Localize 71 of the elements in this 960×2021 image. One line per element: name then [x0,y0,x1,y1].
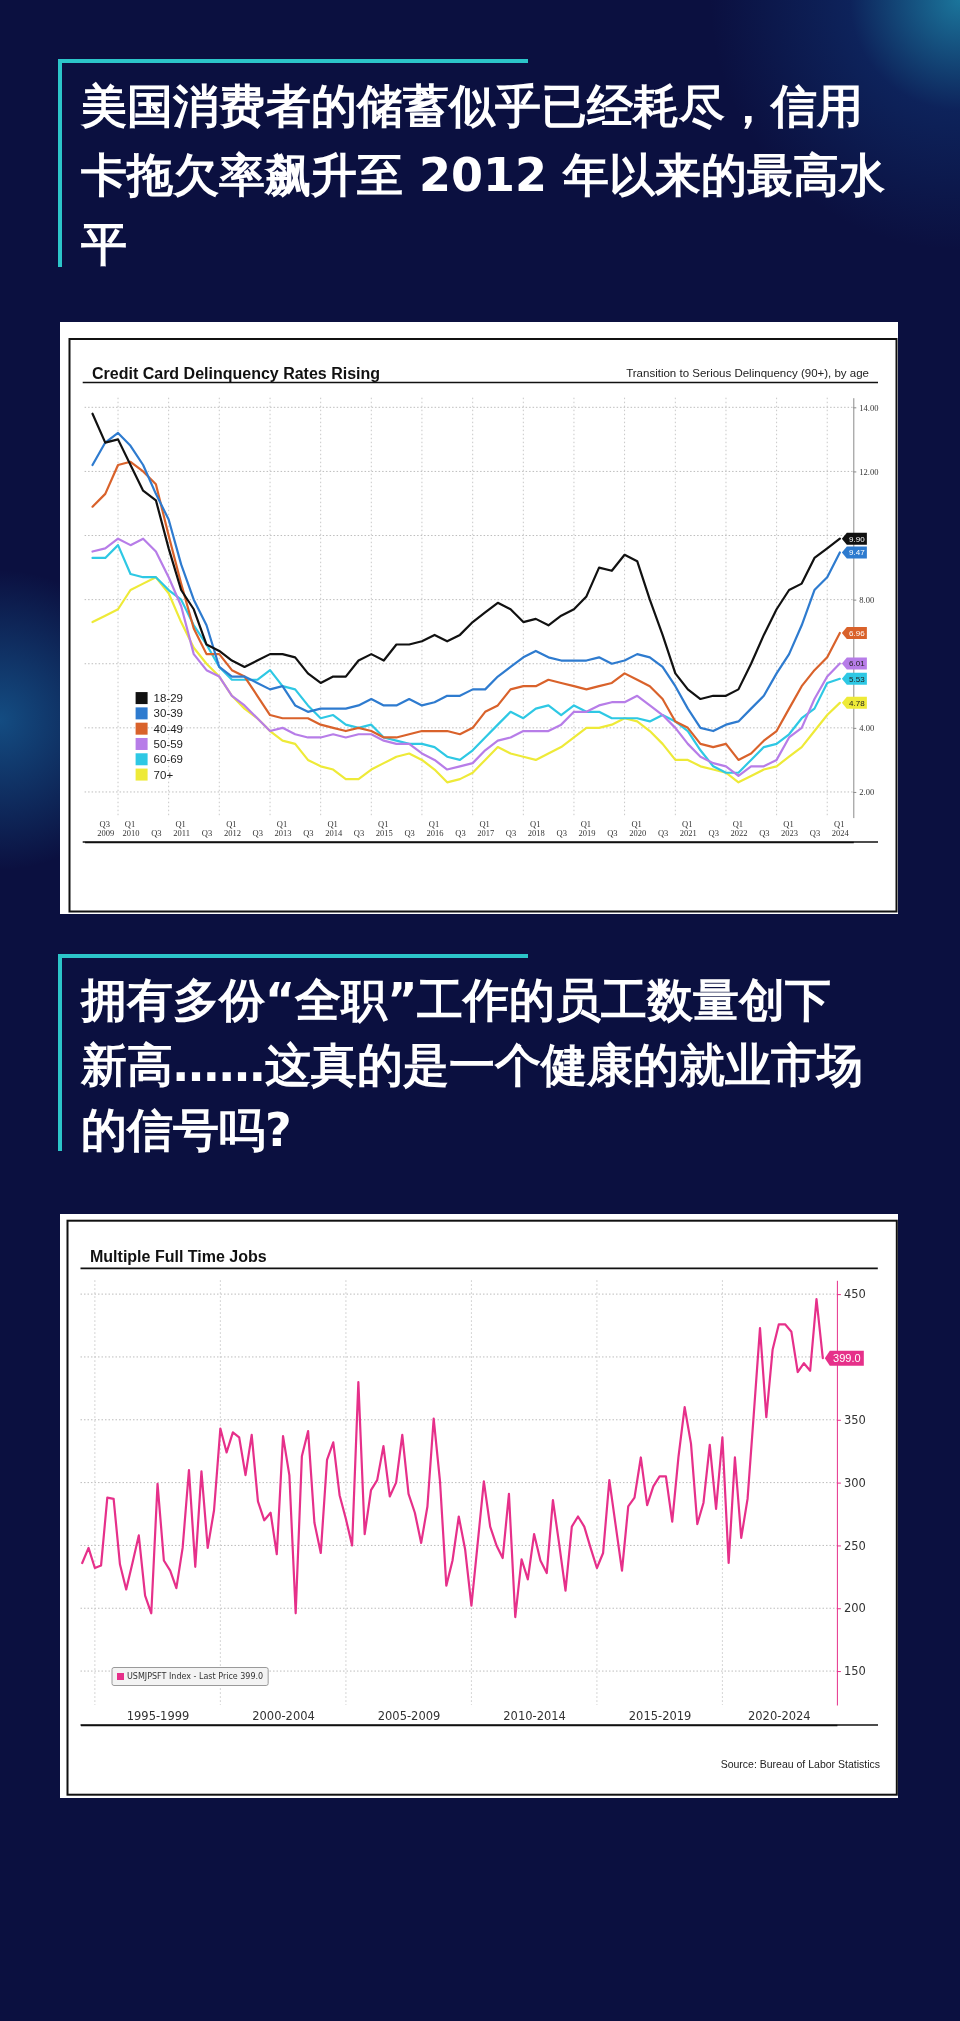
x-tick-label: 2010-2014 [503,1709,566,1723]
x-tick-label: Q1 2012 [223,819,241,838]
data-label: 5.53 [849,674,866,684]
data-label: 6.96 [849,628,866,638]
x-tick-label: Q1 2010 [122,819,140,838]
y-tick-label: 200 [843,1601,866,1616]
x-tick-label: Q3 [151,828,162,838]
x-tick-label: Q1 2018 [527,819,545,838]
x-tick-label: 2005-2009 [377,1709,441,1723]
x-tick-label: Q1 2014 [325,819,343,838]
text: Transition to Serious Delinquency (90+), by age [626,367,869,379]
x-tick-label: Q1 2023 [781,819,799,838]
x-tick-label: Q3 2009 [97,819,115,838]
line-series [91,576,841,784]
chart-title: 拥有多份“全职”工作的员工数量创下新高……这真的是一个健康的就业市场的信号吗? [81,972,864,1159]
x-tick-label: Q1 2013 [274,819,292,838]
x-tick-label: Q1 2020 [629,819,647,838]
legend-label: 40-49 [153,722,184,735]
x-tick-label: Q3 [455,828,466,838]
y-tick-label: 14.00 [859,402,879,413]
x-tick-label: Q3 [505,828,517,838]
x-tick-label: Q1 2019 [578,819,596,838]
x-tick-label: 2020-2024 [747,1709,811,1723]
y-tick-label: 250 [843,1538,866,1553]
legend-label: USMJPSFT Index - Last Price 399.0 [127,1672,264,1682]
chart-subtitle: Multiple Full Time Jobs [90,1248,267,1265]
data-label: 6.01 [849,659,866,669]
y-tick-label: 450 [843,1287,866,1302]
x-tick-label: Q3 [404,828,415,838]
x-tick-label: Q1 2011 [173,819,190,838]
x-tick-label: Q1 2016 [426,819,444,838]
x-tick-label: Q1 2017 [477,819,495,838]
data-label: 399.0 [833,1352,861,1365]
x-tick-label: 1995-1999 [126,1709,190,1723]
data-label: 9.90 [849,534,866,544]
data-label: 4.78 [849,698,866,708]
x-tick-label: Q1 2024 [831,819,850,838]
y-tick-label: 12.00 [859,466,879,477]
y-tick-label: 4.00 [859,723,875,734]
line-series [91,431,841,733]
x-tick-label: Q3 [201,828,213,838]
x-tick-label: Q1 2015 [375,819,393,838]
legend-label: 60-69 [153,753,184,766]
x-tick-label: Q3 [556,828,567,838]
x-tick-label: 2015-2019 [628,1709,692,1723]
x-tick-label: Q3 [657,828,669,838]
line-series [91,460,841,761]
y-tick-label: 350 [843,1412,866,1427]
x-tick-label: Q3 [607,828,618,838]
chart-title: 美国消费者的储蓄似乎已经耗尽，信用卡拖欠率飙升至 2012 年以来的最高水平 [81,78,887,273]
x-tick-label: Q3 [809,828,821,838]
y-tick-label: 150 [843,1664,866,1679]
y-tick-label: 300 [843,1475,866,1490]
x-tick-label: Q3 [759,828,770,838]
legend-label: 18-29 [153,692,184,705]
legend-label: 30-39 [153,707,184,720]
x-tick-label: Q3 [252,828,263,838]
data-label: 9.47 [849,548,866,558]
chart-subtitle: Credit Card Delinquency Rates Rising [92,365,381,382]
x-tick-label: Q3 [353,828,365,838]
source-note: Source: Bureau of Labor Statistics [720,1758,880,1770]
y-tick-label: 8.00 [859,594,875,605]
x-tick-label: 2000-2004 [252,1709,315,1723]
x-tick-label: Q1 2021 [679,819,697,838]
y-tick-label: 2.00 [859,787,875,798]
line-series [91,412,841,701]
legend-label: 70+ [153,768,174,781]
x-tick-label: Q3 [303,828,314,838]
x-tick-label: Q1 2022 [730,819,748,838]
x-tick-label: Q3 [708,828,719,838]
legend-label: 50-59 [153,738,184,750]
